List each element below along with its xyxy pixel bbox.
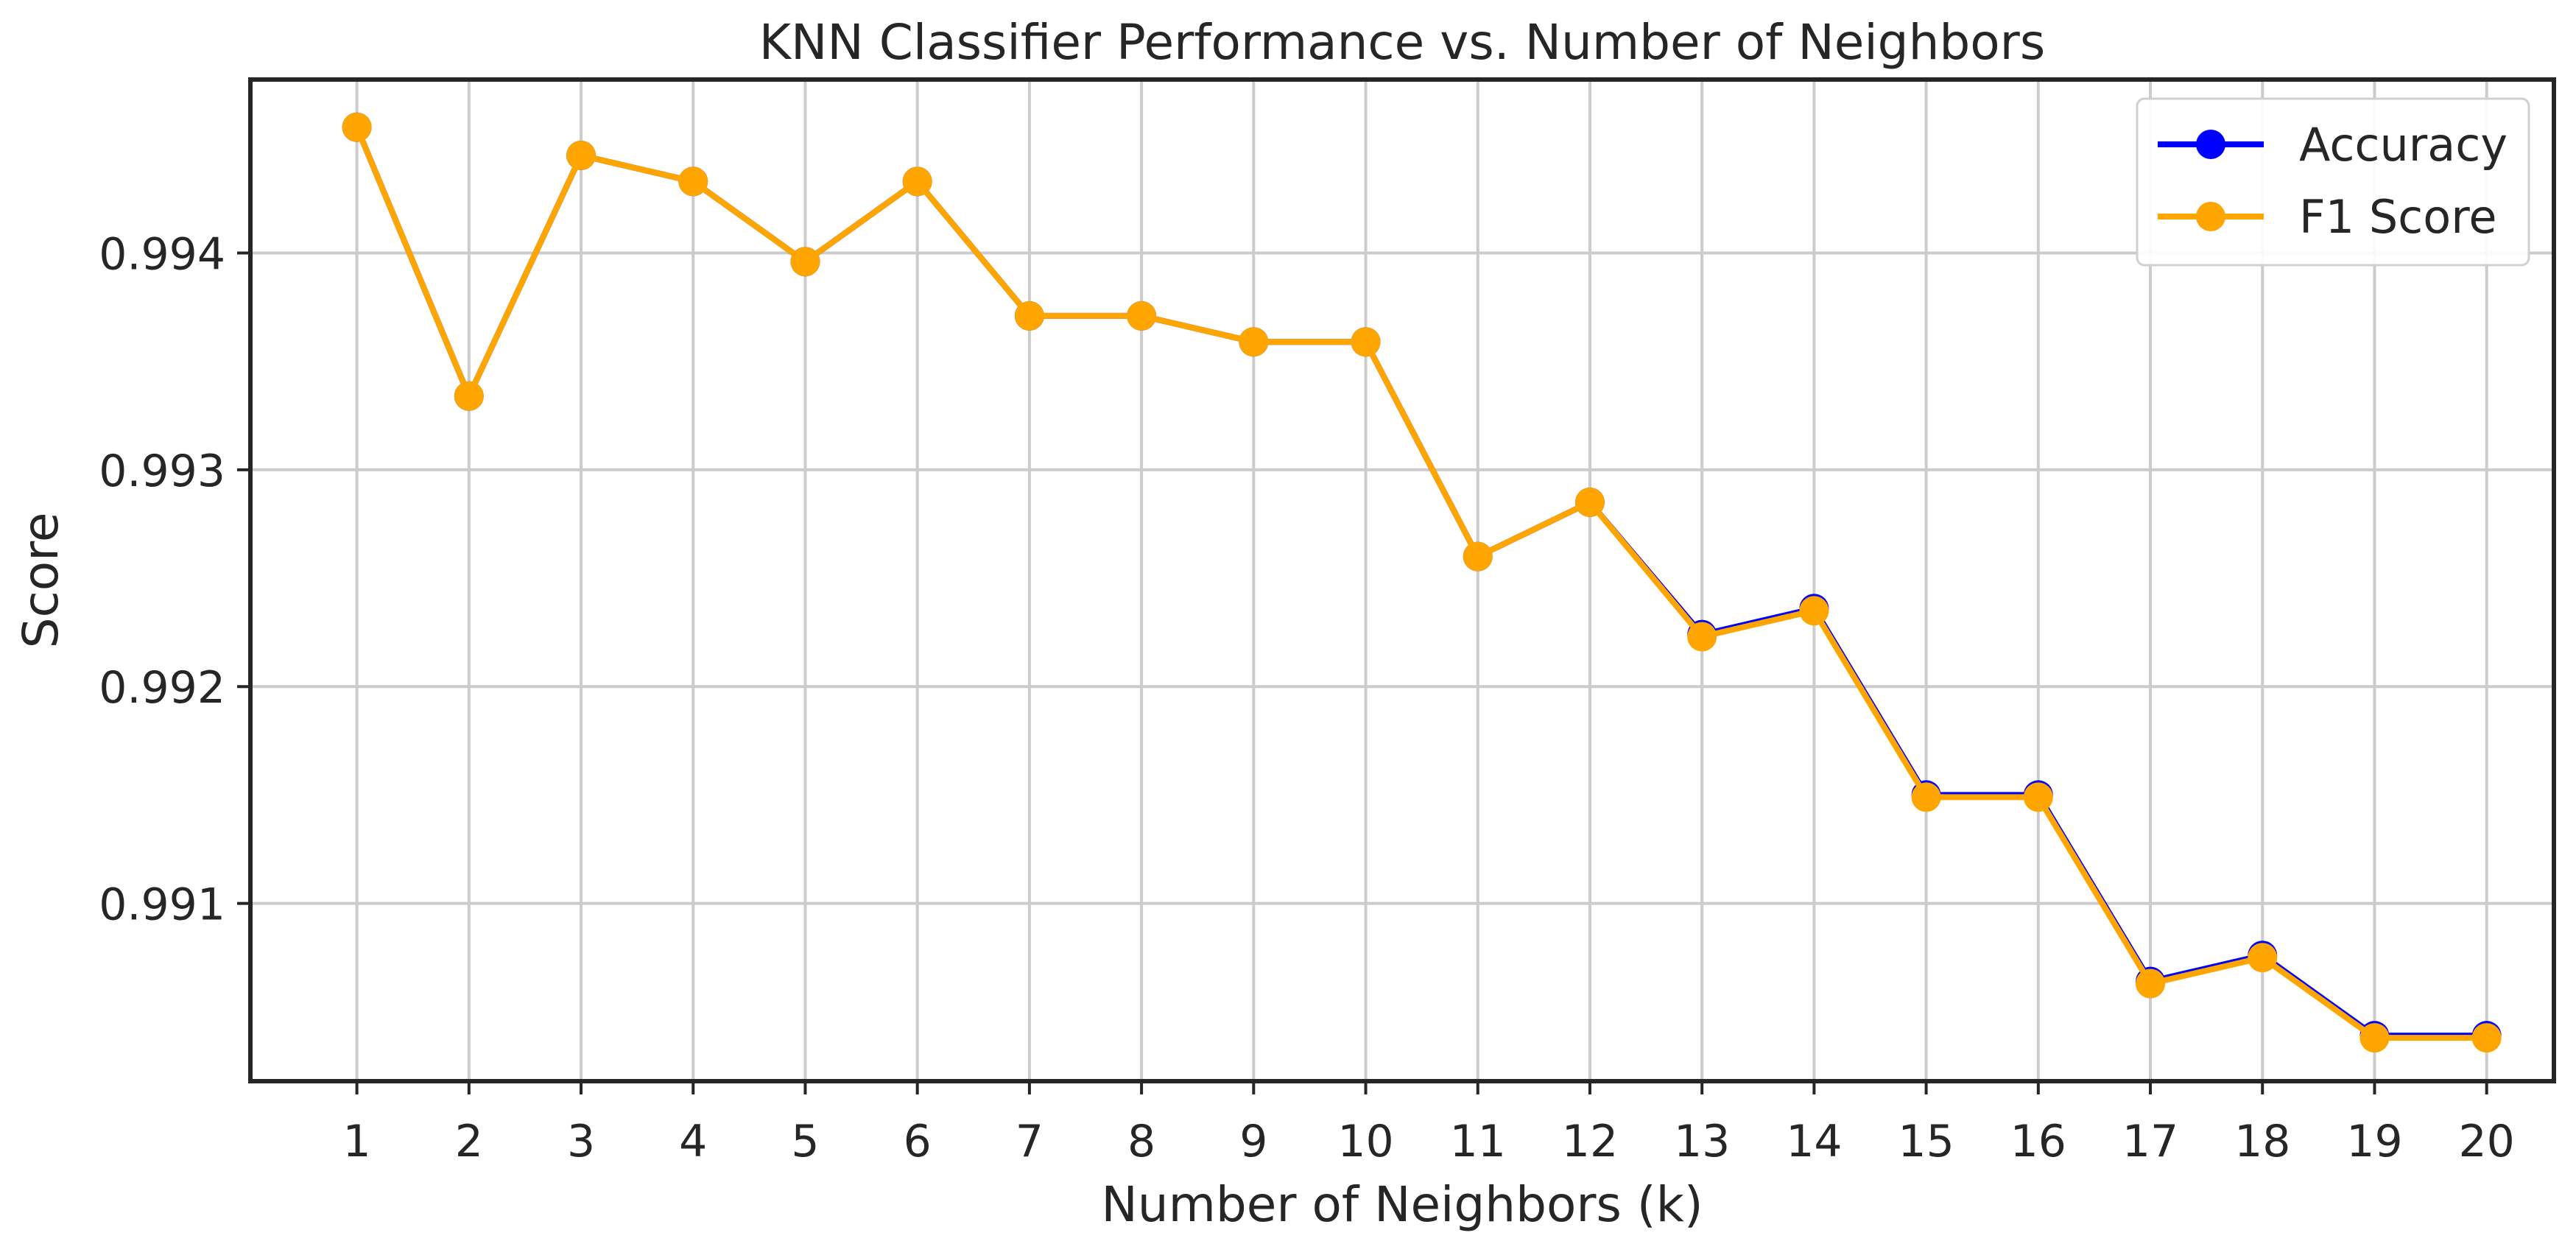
x-tick-label: 15 [1898, 1116, 1954, 1167]
f1-score-point [1687, 622, 1717, 652]
y-axis-label: Score [13, 513, 69, 649]
plot-series [342, 112, 2502, 1053]
legend-marker-accuracy [2196, 130, 2225, 159]
f1-score-point [1463, 541, 1493, 572]
y-tick-label: 0.991 [99, 879, 225, 931]
f1-score-point [342, 112, 372, 142]
f1-score-point [1351, 327, 1381, 357]
legend-item-f1-score: F1 Score [2158, 190, 2496, 244]
x-tick-label: 19 [2346, 1116, 2402, 1167]
f1-score-point [2359, 1023, 2390, 1053]
y-tick-label: 0.994 [99, 228, 225, 280]
f1-score-point [1911, 782, 1941, 812]
y-tick-label: 0.993 [99, 446, 225, 497]
f1-score-point [454, 381, 484, 411]
f1-score-point [1014, 300, 1044, 331]
f1-score-point [2471, 1023, 2502, 1053]
legend-label-f1-score: F1 Score [2299, 190, 2496, 244]
f1-score-point [2023, 782, 2053, 812]
x-tick-label: 1 [343, 1116, 371, 1167]
x-tick-label: 12 [1562, 1116, 1618, 1167]
f1-score-point [1239, 327, 1269, 357]
f1-score-point [2136, 969, 2166, 999]
grid [250, 80, 2554, 1081]
x-tick-label: 6 [904, 1116, 932, 1167]
legend-label-accuracy: Accuracy [2299, 118, 2508, 172]
f1-score-point [1127, 300, 1157, 331]
f1-score-point [2248, 943, 2278, 973]
legend-marker-f1-score [2196, 202, 2225, 231]
f1-score-point [1574, 488, 1605, 518]
legend-item-accuracy: Accuracy [2158, 118, 2508, 172]
x-tick-label: 10 [1337, 1116, 1393, 1167]
x-tick-label: 2 [455, 1116, 483, 1167]
x-axis-label: Number of Neighbors (k) [1101, 1176, 1703, 1233]
x-tick-label: 9 [1239, 1116, 1267, 1167]
y-tick-label: 0.992 [99, 662, 225, 714]
x-tick-label: 11 [1450, 1116, 1506, 1167]
f1-score-point [1799, 596, 1829, 626]
x-tick-label: 20 [2458, 1116, 2514, 1167]
f1-score-point [902, 166, 932, 197]
x-tick-label: 8 [1127, 1116, 1155, 1167]
x-tick-label: 3 [567, 1116, 595, 1167]
f1-score-point [678, 166, 708, 197]
x-tick-label: 14 [1786, 1116, 1842, 1167]
x-tick-label: 17 [2122, 1116, 2178, 1167]
f1-score-line [353, 124, 2490, 1041]
axis-ticks: 1 2 3 4 5 6 7 8 9 10 11 12 13 14 15 16 17 18 19 200.9910.99… [99, 228, 2515, 1167]
x-tick-label: 18 [2234, 1116, 2290, 1167]
x-tick-label: 7 [1016, 1116, 1044, 1167]
plot-area-frame [248, 77, 2556, 1083]
x-tick-label: 16 [2010, 1116, 2066, 1167]
f1-score-point [790, 247, 820, 277]
legend: Accuracy F1 Score [2136, 97, 2530, 267]
x-tick-label: 13 [1674, 1116, 1730, 1167]
f1-score-series [342, 112, 2502, 1053]
x-tick-label: 5 [791, 1116, 819, 1167]
f1-score-point [566, 141, 597, 171]
x-tick-label: 4 [679, 1116, 707, 1167]
chart-title: KNN Classifier Performance vs. Number of… [759, 14, 2045, 71]
legend-box [2136, 97, 2530, 267]
